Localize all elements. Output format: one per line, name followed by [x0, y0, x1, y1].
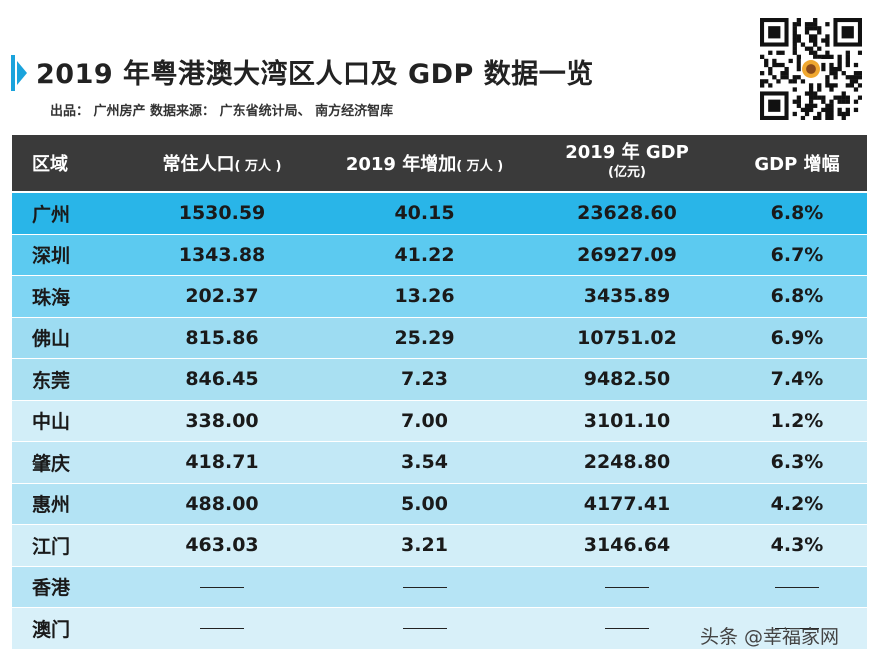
no-data-dash: [200, 586, 244, 588]
data-table: 区域 常住人口( 万人 ) 2019 年增加( 万人 ) 2019 年 GDP …: [12, 135, 867, 650]
cell-growth: [727, 576, 867, 598]
cell-population: [122, 617, 322, 639]
cell-growth: [727, 617, 867, 639]
cell-increase: 3.54: [401, 451, 448, 474]
cell-region: 肇庆: [32, 452, 71, 475]
table-row: 澳门: [12, 608, 867, 650]
cell-gdp: 2248.80: [583, 451, 671, 474]
header-increase: 2019 年增加( 万人 ): [322, 150, 527, 176]
cell-region: 香港: [32, 577, 71, 600]
cell-gdp: 10751.02: [577, 326, 677, 349]
cell-gdp: [527, 617, 727, 639]
cell-region: 珠海: [32, 286, 71, 309]
cell-gdp: 26927.09: [577, 243, 677, 266]
cell-population: 1530.59: [178, 202, 266, 225]
cell-growth: 6.9%: [770, 326, 824, 349]
cell-increase: 7.23: [401, 368, 448, 391]
header-population-unit: ( 万人 ): [234, 159, 282, 174]
cell-gdp: 3435.89: [583, 285, 671, 308]
table-row: 江门 463.03 3.21 3146.64 4.3%: [12, 525, 867, 567]
table-row: 深圳 1343.88 41.22 26927.09 6.7%: [12, 234, 867, 276]
cell-gdp: 3101.10: [583, 409, 671, 432]
cell-gdp: [527, 576, 727, 598]
header-gdp: 2019 年 GDP (亿元): [527, 143, 727, 183]
cell-population: 338.00: [185, 409, 259, 432]
cell-region: 东莞: [32, 369, 71, 392]
no-data-dash: [402, 586, 447, 588]
cell-region: 广州: [32, 203, 71, 226]
table-row: 珠海 202.37 13.26 3435.89 6.8%: [12, 276, 867, 318]
header-gdp-label: 2019 年 GDP: [565, 142, 689, 163]
cell-gdp: 9482.50: [583, 368, 671, 391]
watermark: 头条 @幸福家网: [700, 626, 840, 648]
cell-growth: 6.8%: [770, 285, 824, 308]
cell-increase: 3.21: [401, 534, 448, 557]
header-population-label: 常住人口: [162, 154, 235, 175]
cell-population: 815.86: [185, 326, 259, 349]
cell-population: 418.71: [185, 451, 259, 474]
table-row: 广州 1530.59 40.15 23628.60 6.8%: [12, 193, 867, 235]
header-increase-unit: ( 万人 ): [456, 159, 504, 174]
cell-increase: [322, 576, 527, 598]
cell-increase: 7.00: [401, 409, 448, 432]
no-data-dash: [775, 586, 819, 588]
cell-population: 846.45: [185, 368, 259, 391]
table-row: 惠州 488.00 5.00 4177.41 4.2%: [12, 483, 867, 525]
cell-population: 488.00: [185, 492, 259, 515]
table-row: 香港: [12, 566, 867, 608]
page-title: 2019 年粤港澳大湾区人口及 GDP 数据一览: [36, 59, 594, 90]
cell-increase: 41.22: [394, 243, 455, 266]
cell-growth: 7.4%: [770, 368, 824, 391]
cell-growth: 4.3%: [770, 534, 824, 557]
cell-increase: [322, 617, 527, 639]
header-increase-label: 2019 年增加: [345, 154, 457, 175]
cell-growth: 6.3%: [770, 451, 824, 474]
cell-region: 惠州: [32, 494, 71, 517]
cell-population: [122, 576, 322, 598]
source-line: 出品： 广州房产 数据来源： 广东省统计局、 南方经济智库: [50, 104, 394, 119]
no-data-dash: [775, 628, 819, 630]
cell-increase: 40.15: [394, 202, 455, 225]
cell-increase: 5.00: [401, 492, 448, 515]
cell-region: 澳门: [32, 618, 71, 641]
header-population: 常住人口( 万人 ): [122, 150, 322, 176]
cell-growth: 6.7%: [770, 243, 824, 266]
cell-population: 463.03: [185, 534, 259, 557]
cell-region: 深圳: [32, 245, 71, 268]
cell-population: 202.37: [185, 285, 259, 308]
header-gdp-unit: (亿元): [608, 165, 646, 180]
cell-region: 中山: [32, 411, 71, 434]
table-row: 中山 338.00 7.00 3101.10 1.2%: [12, 400, 867, 442]
table-row: 东莞 846.45 7.23 9482.50 7.4%: [12, 359, 867, 401]
cell-gdp: 4177.41: [583, 492, 671, 515]
header-growth: GDP 增幅: [754, 154, 840, 175]
cell-gdp: 3146.64: [583, 534, 671, 557]
cell-gdp: 23628.60: [577, 202, 677, 225]
table-header-row: 区域 常住人口( 万人 ) 2019 年增加( 万人 ) 2019 年 GDP …: [12, 135, 867, 193]
no-data-dash: [605, 628, 649, 630]
qr-code-icon: [760, 18, 862, 120]
no-data-dash: [402, 628, 447, 630]
cell-increase: 25.29: [394, 326, 455, 349]
title-accent-bar: [11, 55, 27, 91]
cell-increase: 13.26: [394, 285, 455, 308]
no-data-dash: [200, 628, 244, 630]
header-region: 区域: [32, 154, 68, 175]
table-row: 佛山 815.86 25.29 10751.02 6.9%: [12, 317, 867, 359]
cell-growth: 6.8%: [770, 202, 824, 225]
cell-growth: 1.2%: [770, 409, 824, 432]
table-row: 肇庆 418.71 3.54 2248.80 6.3%: [12, 442, 867, 484]
no-data-dash: [605, 586, 649, 588]
cell-population: 1343.88: [178, 243, 266, 266]
cell-growth: 4.2%: [770, 492, 824, 515]
cell-region: 江门: [32, 535, 71, 558]
cell-region: 佛山: [32, 328, 71, 351]
